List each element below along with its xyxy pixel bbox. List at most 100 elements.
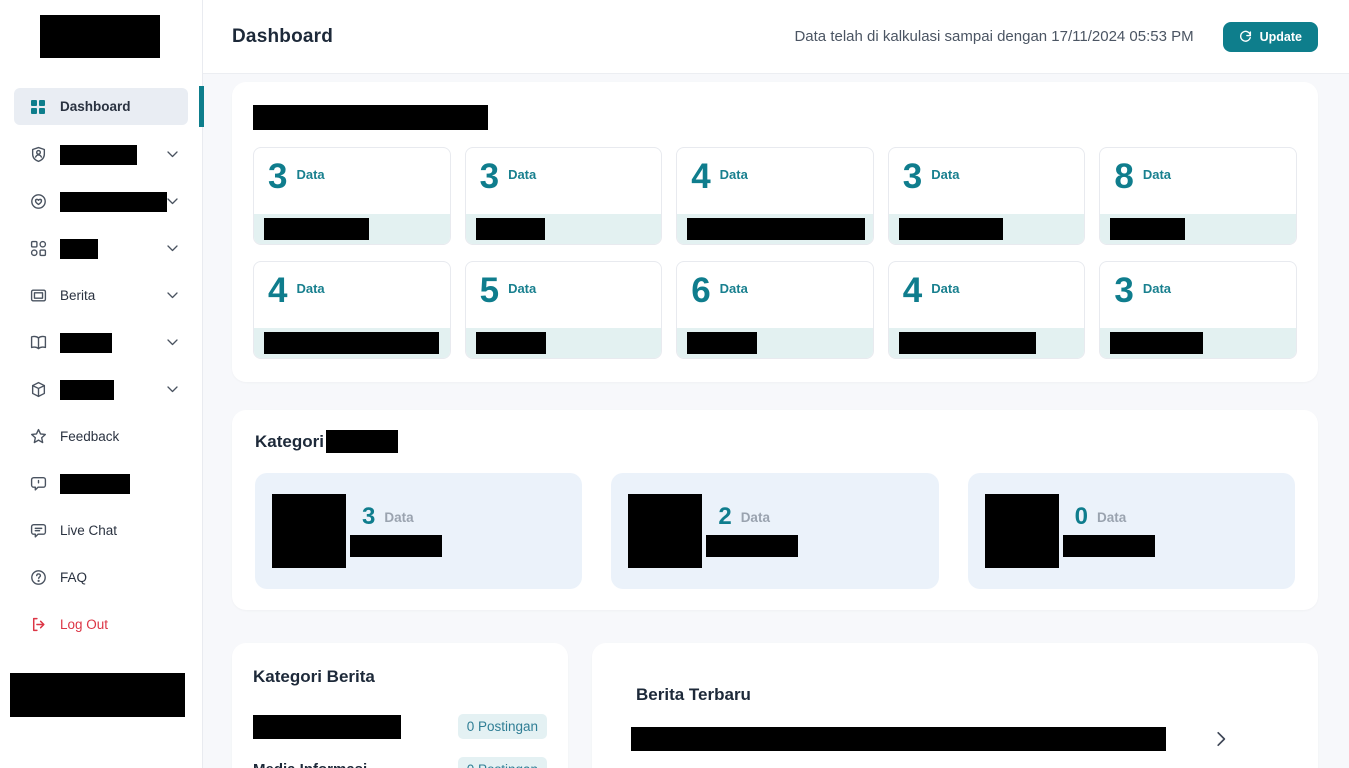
- sidebar-item-redacted-4[interactable]: [0, 319, 202, 366]
- sidebar-item-redacted-3[interactable]: [0, 225, 202, 272]
- app-logo: [40, 15, 160, 58]
- redacted-label: [60, 379, 114, 400]
- stat-label-redacted: [687, 332, 758, 354]
- bottom-cards-row: Kategori Berita 0 Postingan Media Inform…: [232, 643, 1318, 768]
- stat-value: 8: [1114, 157, 1134, 196]
- kategori-card: 0 Data: [967, 473, 1295, 589]
- sidebar-item-faq[interactable]: FAQ: [0, 554, 202, 601]
- help-circle-icon: [30, 569, 47, 586]
- stat-unit: Data: [931, 167, 960, 182]
- stat-value: 3: [1114, 271, 1134, 310]
- stat-value: 6: [691, 271, 711, 310]
- sidebar-item-dashboard[interactable]: Dashboard: [14, 88, 188, 125]
- sidebar-item-logout[interactable]: Log Out: [0, 601, 202, 648]
- kategori-berita-card: Kategori Berita 0 Postingan Media Inform…: [232, 643, 568, 768]
- stat-card: 3 Data: [253, 147, 451, 245]
- stat-label-redacted: [264, 332, 439, 354]
- berita-terbaru-heading: Berita Terbaru: [636, 685, 751, 704]
- stat-card: 8 Data: [1099, 147, 1297, 245]
- kategori-value: 0: [1074, 503, 1089, 530]
- qr-grid-icon: [30, 240, 47, 257]
- kategori-section: Kategori 3 Data: [232, 410, 1318, 610]
- stat-card: 4 Data: [887, 261, 1086, 359]
- stat-label-redacted: [898, 332, 1036, 354]
- stat-label-redacted: [687, 218, 866, 240]
- sidebar-item-redacted-1[interactable]: [0, 131, 202, 178]
- kategori-value: 2: [718, 503, 732, 530]
- sidebar-item-berita[interactable]: Berita: [0, 272, 202, 319]
- sidebar-item-live-chat[interactable]: Live Chat: [0, 507, 202, 554]
- stat-unit: Data: [931, 281, 960, 296]
- chevron-down-icon: [167, 245, 178, 252]
- stat-value: 4: [691, 157, 711, 196]
- circle-heart-icon: [30, 193, 47, 210]
- stat-label-redacted: [475, 218, 545, 240]
- kategori-berita-label-redacted: [253, 714, 401, 739]
- sidebar-item-label: Live Chat: [60, 523, 118, 538]
- refresh-icon: [1239, 30, 1252, 43]
- page-title: Dashboard: [232, 25, 334, 47]
- stat-unit: Data: [719, 281, 748, 296]
- last-calculated-text: Data telah di kalkulasi sampai dengan 17…: [794, 28, 1194, 45]
- sidebar-item-label: Berita: [60, 288, 96, 303]
- stat-card: 6 Data: [676, 261, 874, 359]
- sidebar-item-label: Dashboard: [60, 99, 131, 114]
- kategori-heading: Kategori: [255, 430, 1295, 453]
- star-icon: [30, 428, 47, 445]
- kategori-image-redacted: [272, 494, 346, 568]
- sidebar-item-redacted-5[interactable]: [0, 366, 202, 413]
- redacted-label: [60, 332, 112, 353]
- sidebar-item-label: FAQ: [60, 570, 88, 585]
- kategori-label-redacted: [350, 535, 442, 557]
- stat-label-redacted: [898, 218, 1003, 240]
- kategori-berita-row: 0 Postingan: [253, 714, 547, 739]
- berita-terbaru-card: Berita Terbaru: [592, 643, 1318, 768]
- kategori-label-redacted: [1062, 535, 1155, 557]
- stat-value: 4: [268, 271, 288, 310]
- chevron-down-icon: [167, 339, 178, 346]
- berita-terbaru-row[interactable]: [631, 727, 1274, 751]
- berita-title-redacted: [631, 727, 1166, 751]
- stat-unit: Data: [508, 167, 537, 182]
- stats-section: 3 Data 3 Data 4 Data 3 Data 8 Data: [232, 82, 1318, 382]
- sidebar: Dashboard: [0, 0, 203, 768]
- kategori-label-redacted: [706, 535, 799, 557]
- stat-label-redacted: [1110, 218, 1186, 240]
- stat-card: 4 Data: [253, 261, 451, 359]
- chevron-down-icon: [167, 292, 178, 299]
- kategori-image-redacted: [628, 494, 703, 568]
- stats-grid: 3 Data 3 Data 4 Data 3 Data 8 Data: [253, 147, 1297, 359]
- kategori-image-redacted: [984, 494, 1059, 568]
- stat-card: 3 Data: [887, 147, 1086, 245]
- logout-icon: [30, 616, 47, 633]
- kategori-unit: Data: [384, 509, 414, 525]
- update-button[interactable]: Update: [1222, 21, 1318, 52]
- chevron-right-icon[interactable]: [1212, 730, 1230, 748]
- speech-bubble-icon: [30, 475, 47, 492]
- stat-value: 3: [479, 157, 500, 196]
- kategori-berita-heading: Kategori Berita: [253, 667, 375, 686]
- kategori-card: 2 Data: [611, 473, 939, 589]
- sidebar-item-redacted-2[interactable]: [0, 178, 202, 225]
- kategori-heading-text: Kategori: [255, 431, 324, 451]
- stat-value: 3: [268, 157, 288, 196]
- kategori-card: 3 Data: [255, 473, 583, 589]
- stat-unit: Data: [1142, 167, 1172, 182]
- sidebar-item-label: Log Out: [60, 617, 109, 632]
- stat-value: 3: [902, 157, 923, 196]
- sidebar-item-redacted-6[interactable]: [0, 460, 202, 507]
- stat-unit: Data: [719, 167, 748, 182]
- postingan-badge: 0 Postingan: [457, 757, 547, 768]
- stat-label-redacted: [1110, 332, 1204, 354]
- redacted-label: [60, 473, 130, 494]
- sidebar-item-feedback[interactable]: Feedback: [0, 413, 202, 460]
- kategori-unit: Data: [1097, 509, 1127, 525]
- chevron-down-icon: [167, 151, 178, 158]
- stat-unit: Data: [296, 167, 325, 182]
- postingan-badge: 0 Postingan: [457, 714, 547, 739]
- stat-unit: Data: [508, 281, 537, 296]
- stats-section-heading-redacted: [253, 105, 488, 130]
- sidebar-nav: Dashboard: [0, 88, 202, 648]
- kategori-grid: 3 Data 2 Data: [255, 473, 1295, 589]
